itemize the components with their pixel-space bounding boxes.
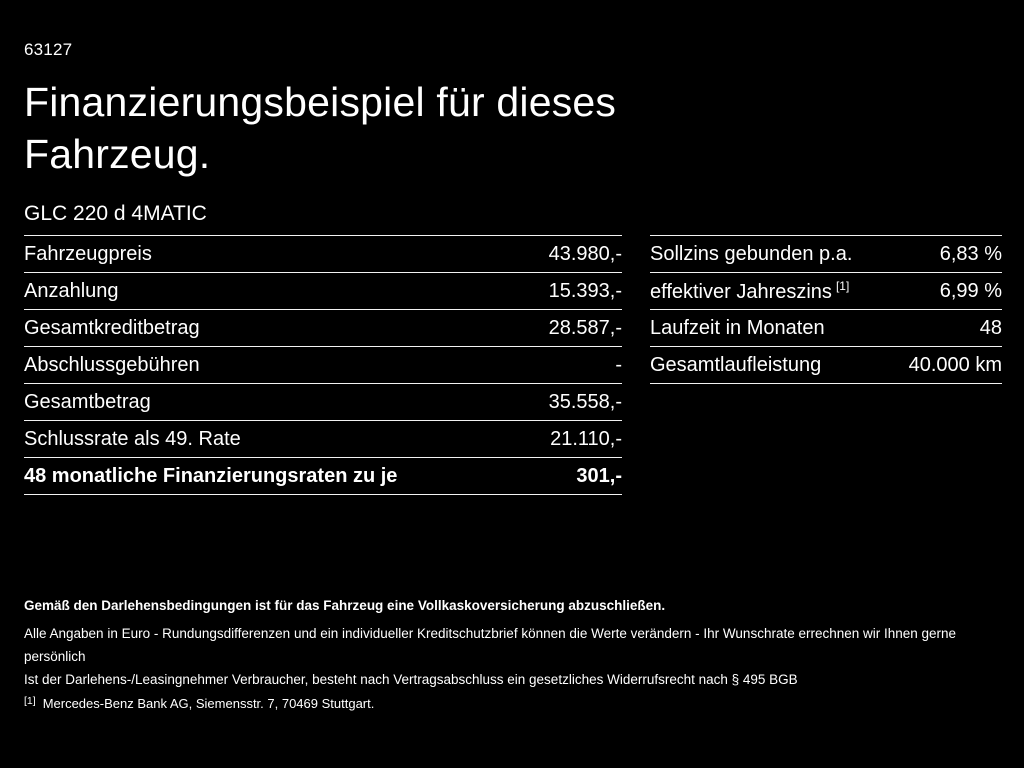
row-label: Laufzeit in Monaten	[650, 316, 825, 339]
table-row-gesamtbetrag: Gesamtbetrag 35.558,-	[24, 384, 622, 422]
row-label-text: effektiver Jahreszins	[650, 280, 832, 303]
table-row-sollzins: Sollzins gebunden p.a. 6,83 %	[650, 236, 1002, 274]
footnote-widerruf-note: Ist der Darlehens-/Leasingnehmer Verbrau…	[24, 672, 798, 687]
table-row-gesamtlaufleistung: Gesamtlaufleistung 40.000 km	[650, 347, 1002, 385]
footnote-euro-note: Alle Angaben in Euro - Rundungsdifferenz…	[24, 626, 957, 664]
footnote-bank-reference: [1] Mercedes-Benz Bank AG, Siemensstr. 7,…	[24, 695, 1000, 711]
footnotes: Gemäß den Darlehensbedingungen ist für d…	[24, 598, 1000, 711]
row-label: Anzahlung	[24, 279, 119, 302]
row-value: 48	[979, 316, 1002, 339]
row-value: 43.980,-	[548, 242, 622, 265]
row-value: 15.393,-	[548, 279, 622, 302]
vehicle-name: GLC 220 d 4MATIC	[24, 202, 207, 226]
row-value: 301,-	[576, 464, 622, 487]
row-label: effektiver Jahreszins [1]	[650, 279, 849, 304]
table-row-schlussrate: Schlussrate als 49. Rate 21.110,-	[24, 421, 622, 459]
footnote-ref-text: Mercedes-Benz Bank AG, Siemensstr. 7, 70…	[42, 696, 375, 711]
page-title: Finanzierungsbeispiel für dieses Fahrzeu…	[24, 79, 617, 178]
footnote-insurance: Gemäß den Darlehensbedingungen ist für d…	[24, 598, 666, 613]
row-label: Sollzins gebunden p.a.	[650, 242, 853, 265]
footnote-marker: [1]	[835, 278, 850, 293]
row-value: 35.558,-	[548, 390, 622, 413]
row-value: 21.110,-	[550, 427, 622, 450]
table-row-monatsrate: 48 monatliche Finanzierungsraten zu je 3…	[24, 458, 622, 496]
footnote-ref-marker: [1]	[24, 695, 36, 707]
financing-table-left: Fahrzeugpreis 43.980,- Anzahlung 15.393,…	[24, 235, 622, 496]
financing-tables: Fahrzeugpreis 43.980,- Anzahlung 15.393,…	[24, 235, 1002, 496]
row-label: 48 monatliche Finanzierungsraten zu je	[24, 464, 398, 487]
row-value: 40.000 km	[908, 353, 1002, 376]
table-row-abschlussgebuehren: Abschlussgebühren -	[24, 347, 622, 385]
row-value: 28.587,-	[548, 316, 622, 339]
table-row-laufzeit: Laufzeit in Monaten 48	[650, 310, 1002, 348]
row-label: Schlussrate als 49. Rate	[24, 427, 241, 450]
row-label: Gesamtkreditbetrag	[24, 316, 200, 339]
table-row-fahrzeugpreis: Fahrzeugpreis 43.980,-	[24, 236, 622, 274]
row-label: Fahrzeugpreis	[24, 242, 152, 265]
financing-table-right: Sollzins gebunden p.a. 6,83 % effektiver…	[650, 235, 1002, 385]
row-label: Gesamtbetrag	[24, 390, 151, 413]
document-id: 63127	[24, 40, 73, 59]
row-value: 6,99 %	[939, 279, 1002, 302]
row-label: Gesamtlaufleistung	[650, 353, 822, 376]
row-value: 6,83 %	[939, 242, 1002, 265]
table-row-gesamtkreditbetrag: Gesamtkreditbetrag 28.587,-	[24, 310, 622, 348]
row-label: Abschlussgebühren	[24, 353, 200, 376]
table-row-effektiver-jahreszins: effektiver Jahreszins [1] 6,99 %	[650, 273, 1002, 311]
row-value: -	[615, 353, 622, 376]
table-row-anzahlung: Anzahlung 15.393,-	[24, 273, 622, 311]
